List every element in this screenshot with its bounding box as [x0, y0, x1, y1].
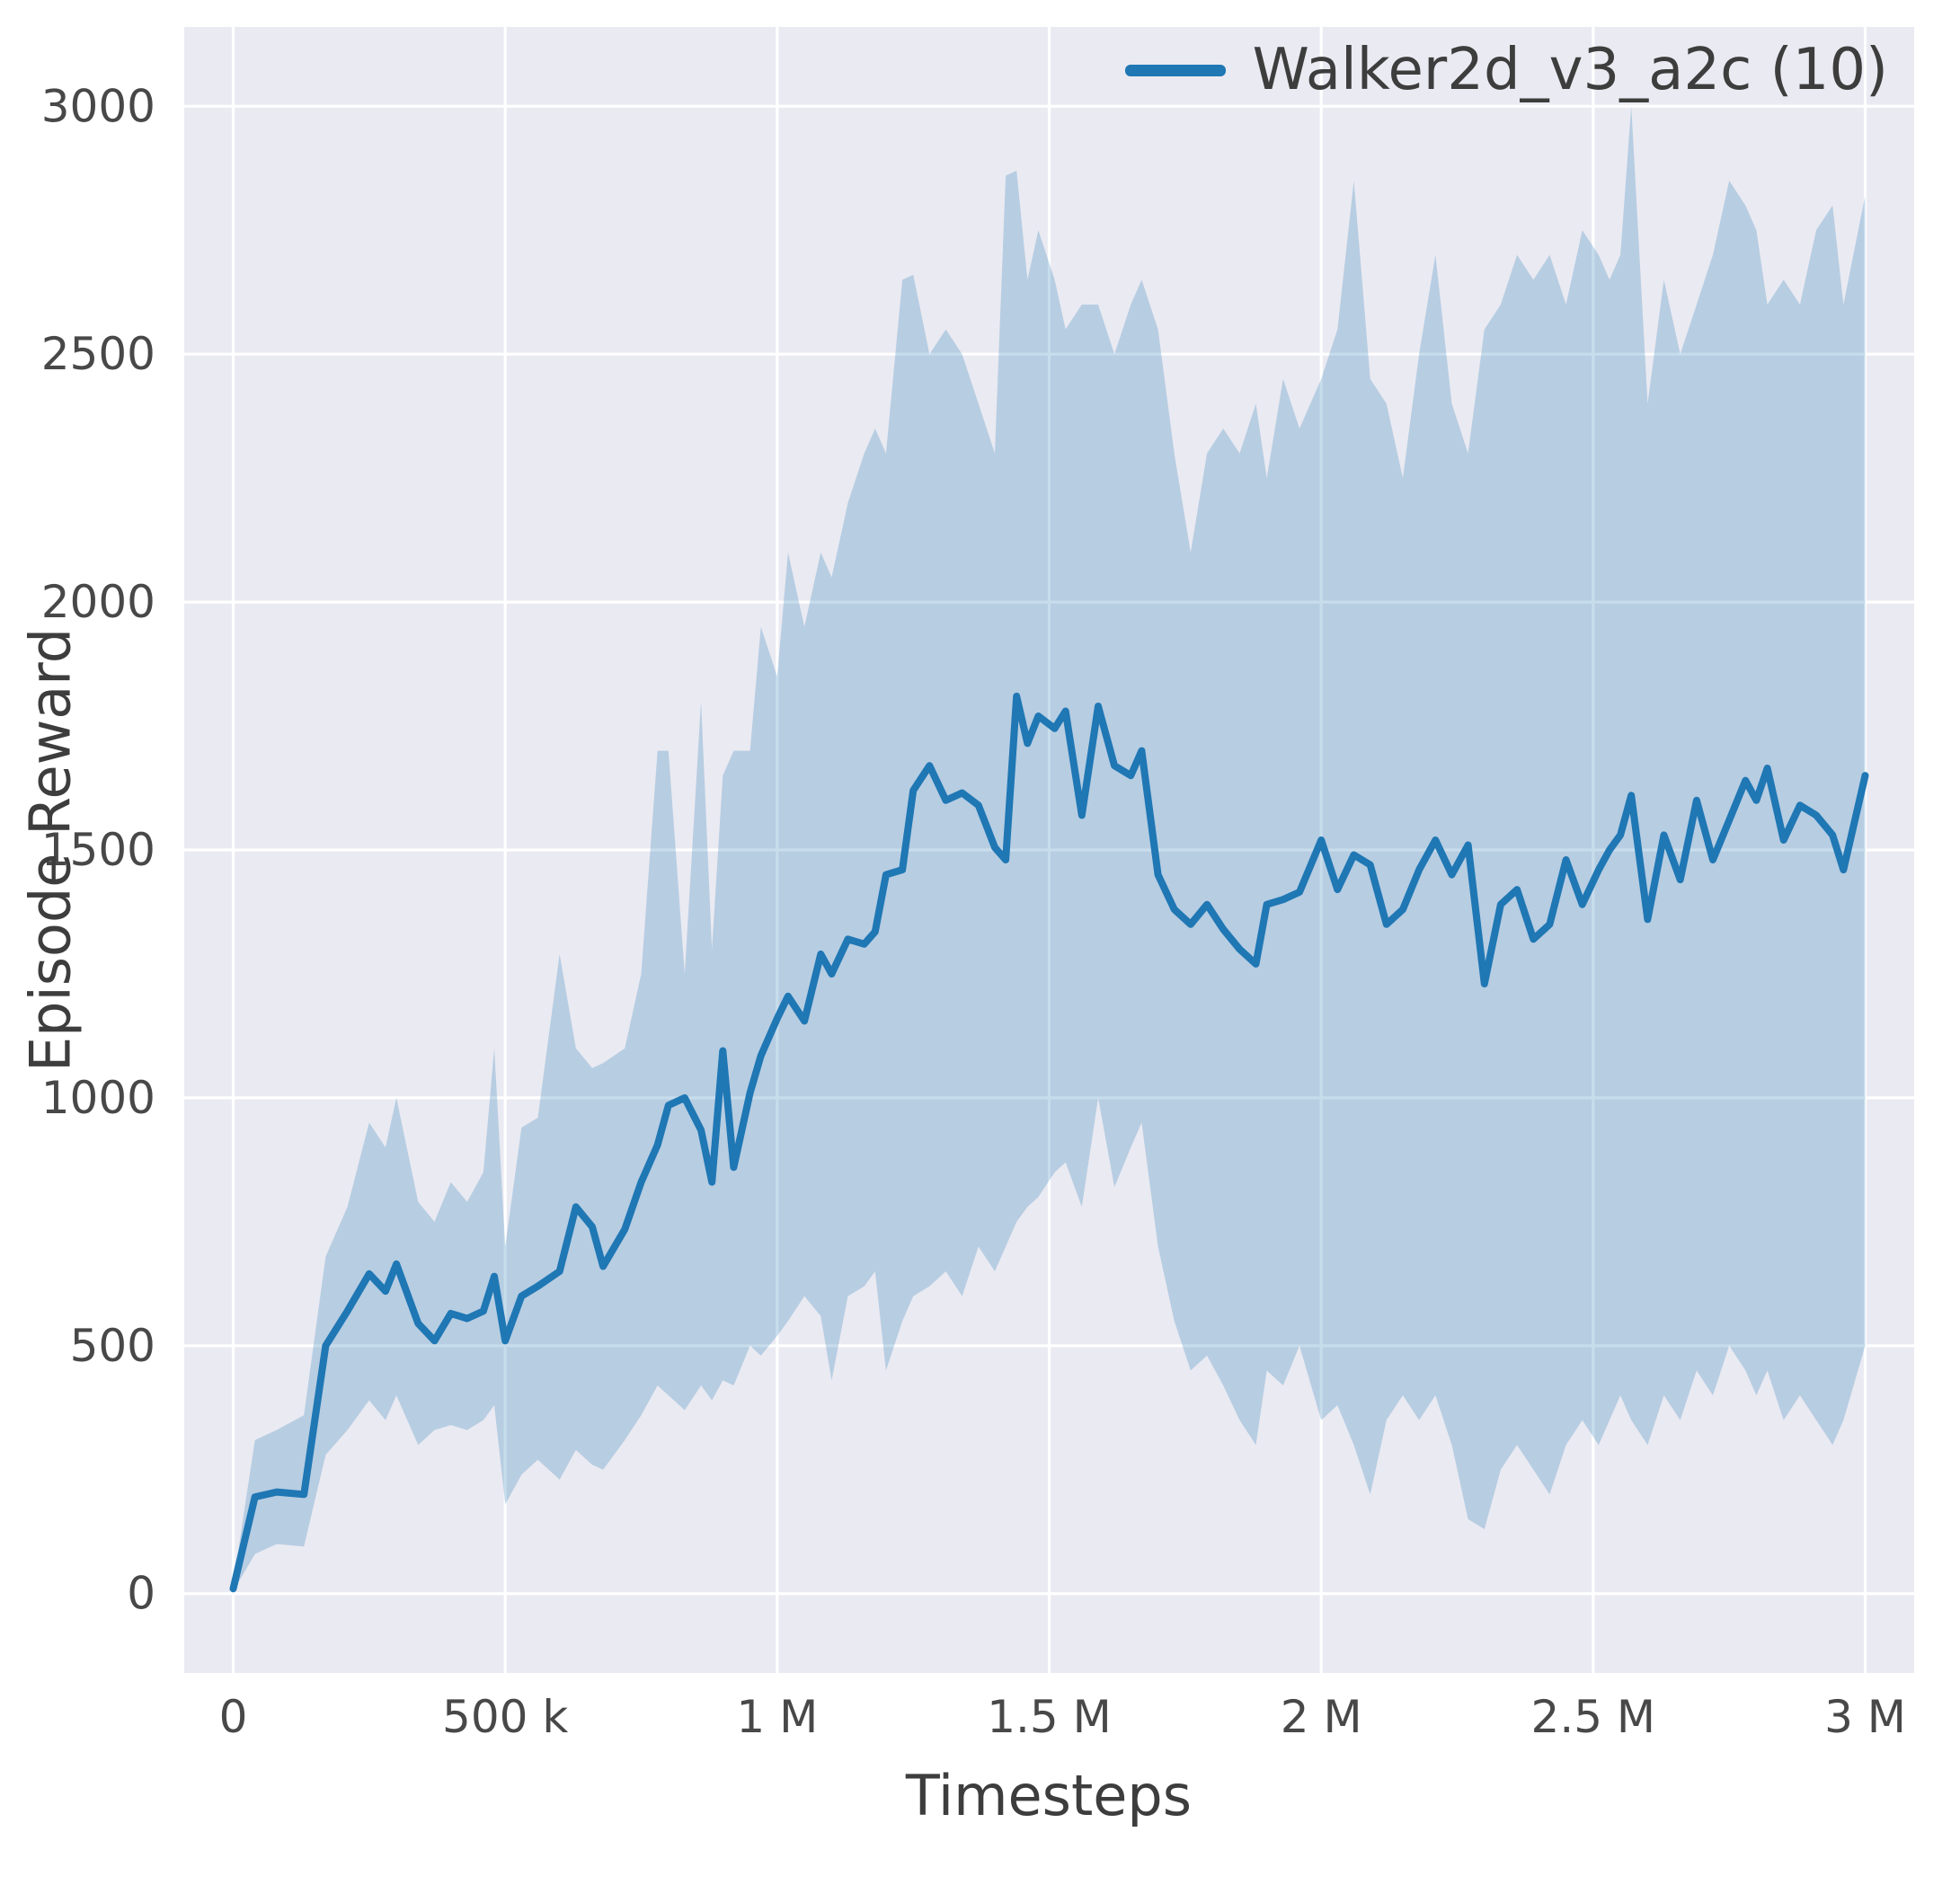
confidence-band [233, 106, 1866, 1591]
y-tick-label: 2000 [41, 576, 155, 628]
x-tick-label: 2.5 M [1531, 1691, 1656, 1743]
x-tick-label: 2 M [1281, 1691, 1362, 1743]
y-tick-label: 0 [127, 1568, 155, 1620]
y-tick-label: 3000 [41, 80, 155, 132]
x-tick-label: 500 k [442, 1691, 568, 1743]
y-tick-label: 500 [70, 1320, 155, 1372]
x-tick-label: 0 [219, 1691, 248, 1743]
y-tick-label: 1000 [41, 1072, 155, 1124]
y-tick-label: 1500 [41, 824, 155, 876]
x-tick-label: 1 M [736, 1691, 818, 1743]
y-tick-label: 2500 [41, 328, 155, 380]
x-tick-label: 1.5 M [987, 1691, 1112, 1743]
y-axis-label: Episode Reward [17, 627, 84, 1073]
mean-reward-line [229, 692, 1869, 1593]
x-axis-label: Timesteps [905, 1763, 1193, 1828]
x-tick-label: 3 M [1824, 1691, 1906, 1743]
